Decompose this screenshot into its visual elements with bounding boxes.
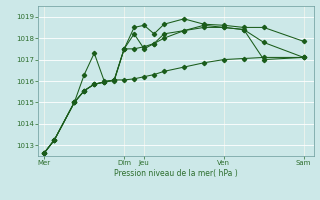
X-axis label: Pression niveau de la mer( hPa ): Pression niveau de la mer( hPa ) xyxy=(114,169,238,178)
